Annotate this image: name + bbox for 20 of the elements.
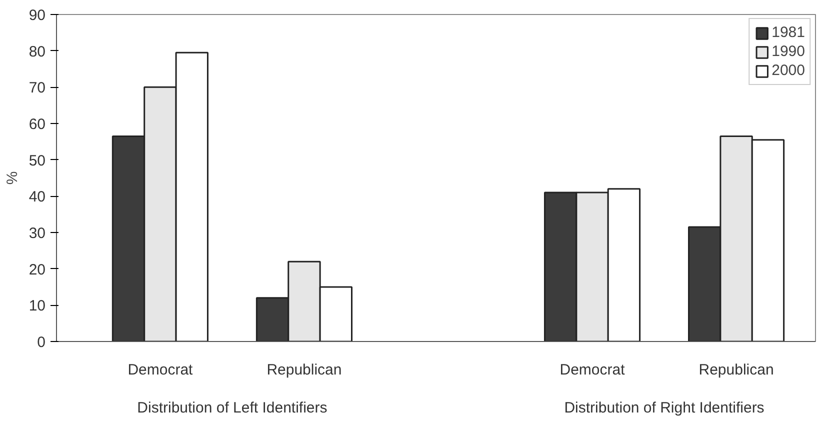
- y-tick-label: 20: [28, 261, 46, 278]
- y-tick-label: 50: [28, 152, 46, 170]
- x-tick-label: Democrat: [560, 362, 626, 378]
- x-tick-label: Republican: [698, 362, 774, 378]
- x-tick-label: Republican: [266, 362, 342, 378]
- y-axis-title: %: [4, 171, 21, 185]
- y-tick-label: 70: [28, 80, 46, 97]
- legend-label: 1990: [772, 43, 805, 60]
- legend-label: 2000: [772, 62, 805, 79]
- y-tick-label: 10: [28, 298, 46, 315]
- x-tick-label: Democrat: [128, 362, 194, 378]
- y-tick-label: 30: [28, 225, 46, 242]
- y-tick-label: 40: [28, 188, 46, 206]
- y-tick-label: 80: [28, 43, 46, 60]
- y-tick-label: 60: [28, 116, 46, 133]
- text: Distribution of Left Identifiers: [137, 400, 328, 416]
- y-tick-label: 90: [28, 7, 46, 24]
- y-tick-label: 0: [37, 334, 46, 351]
- legend-label: 1981: [772, 24, 805, 41]
- text: Distribution of Right Identifiers: [564, 400, 764, 416]
